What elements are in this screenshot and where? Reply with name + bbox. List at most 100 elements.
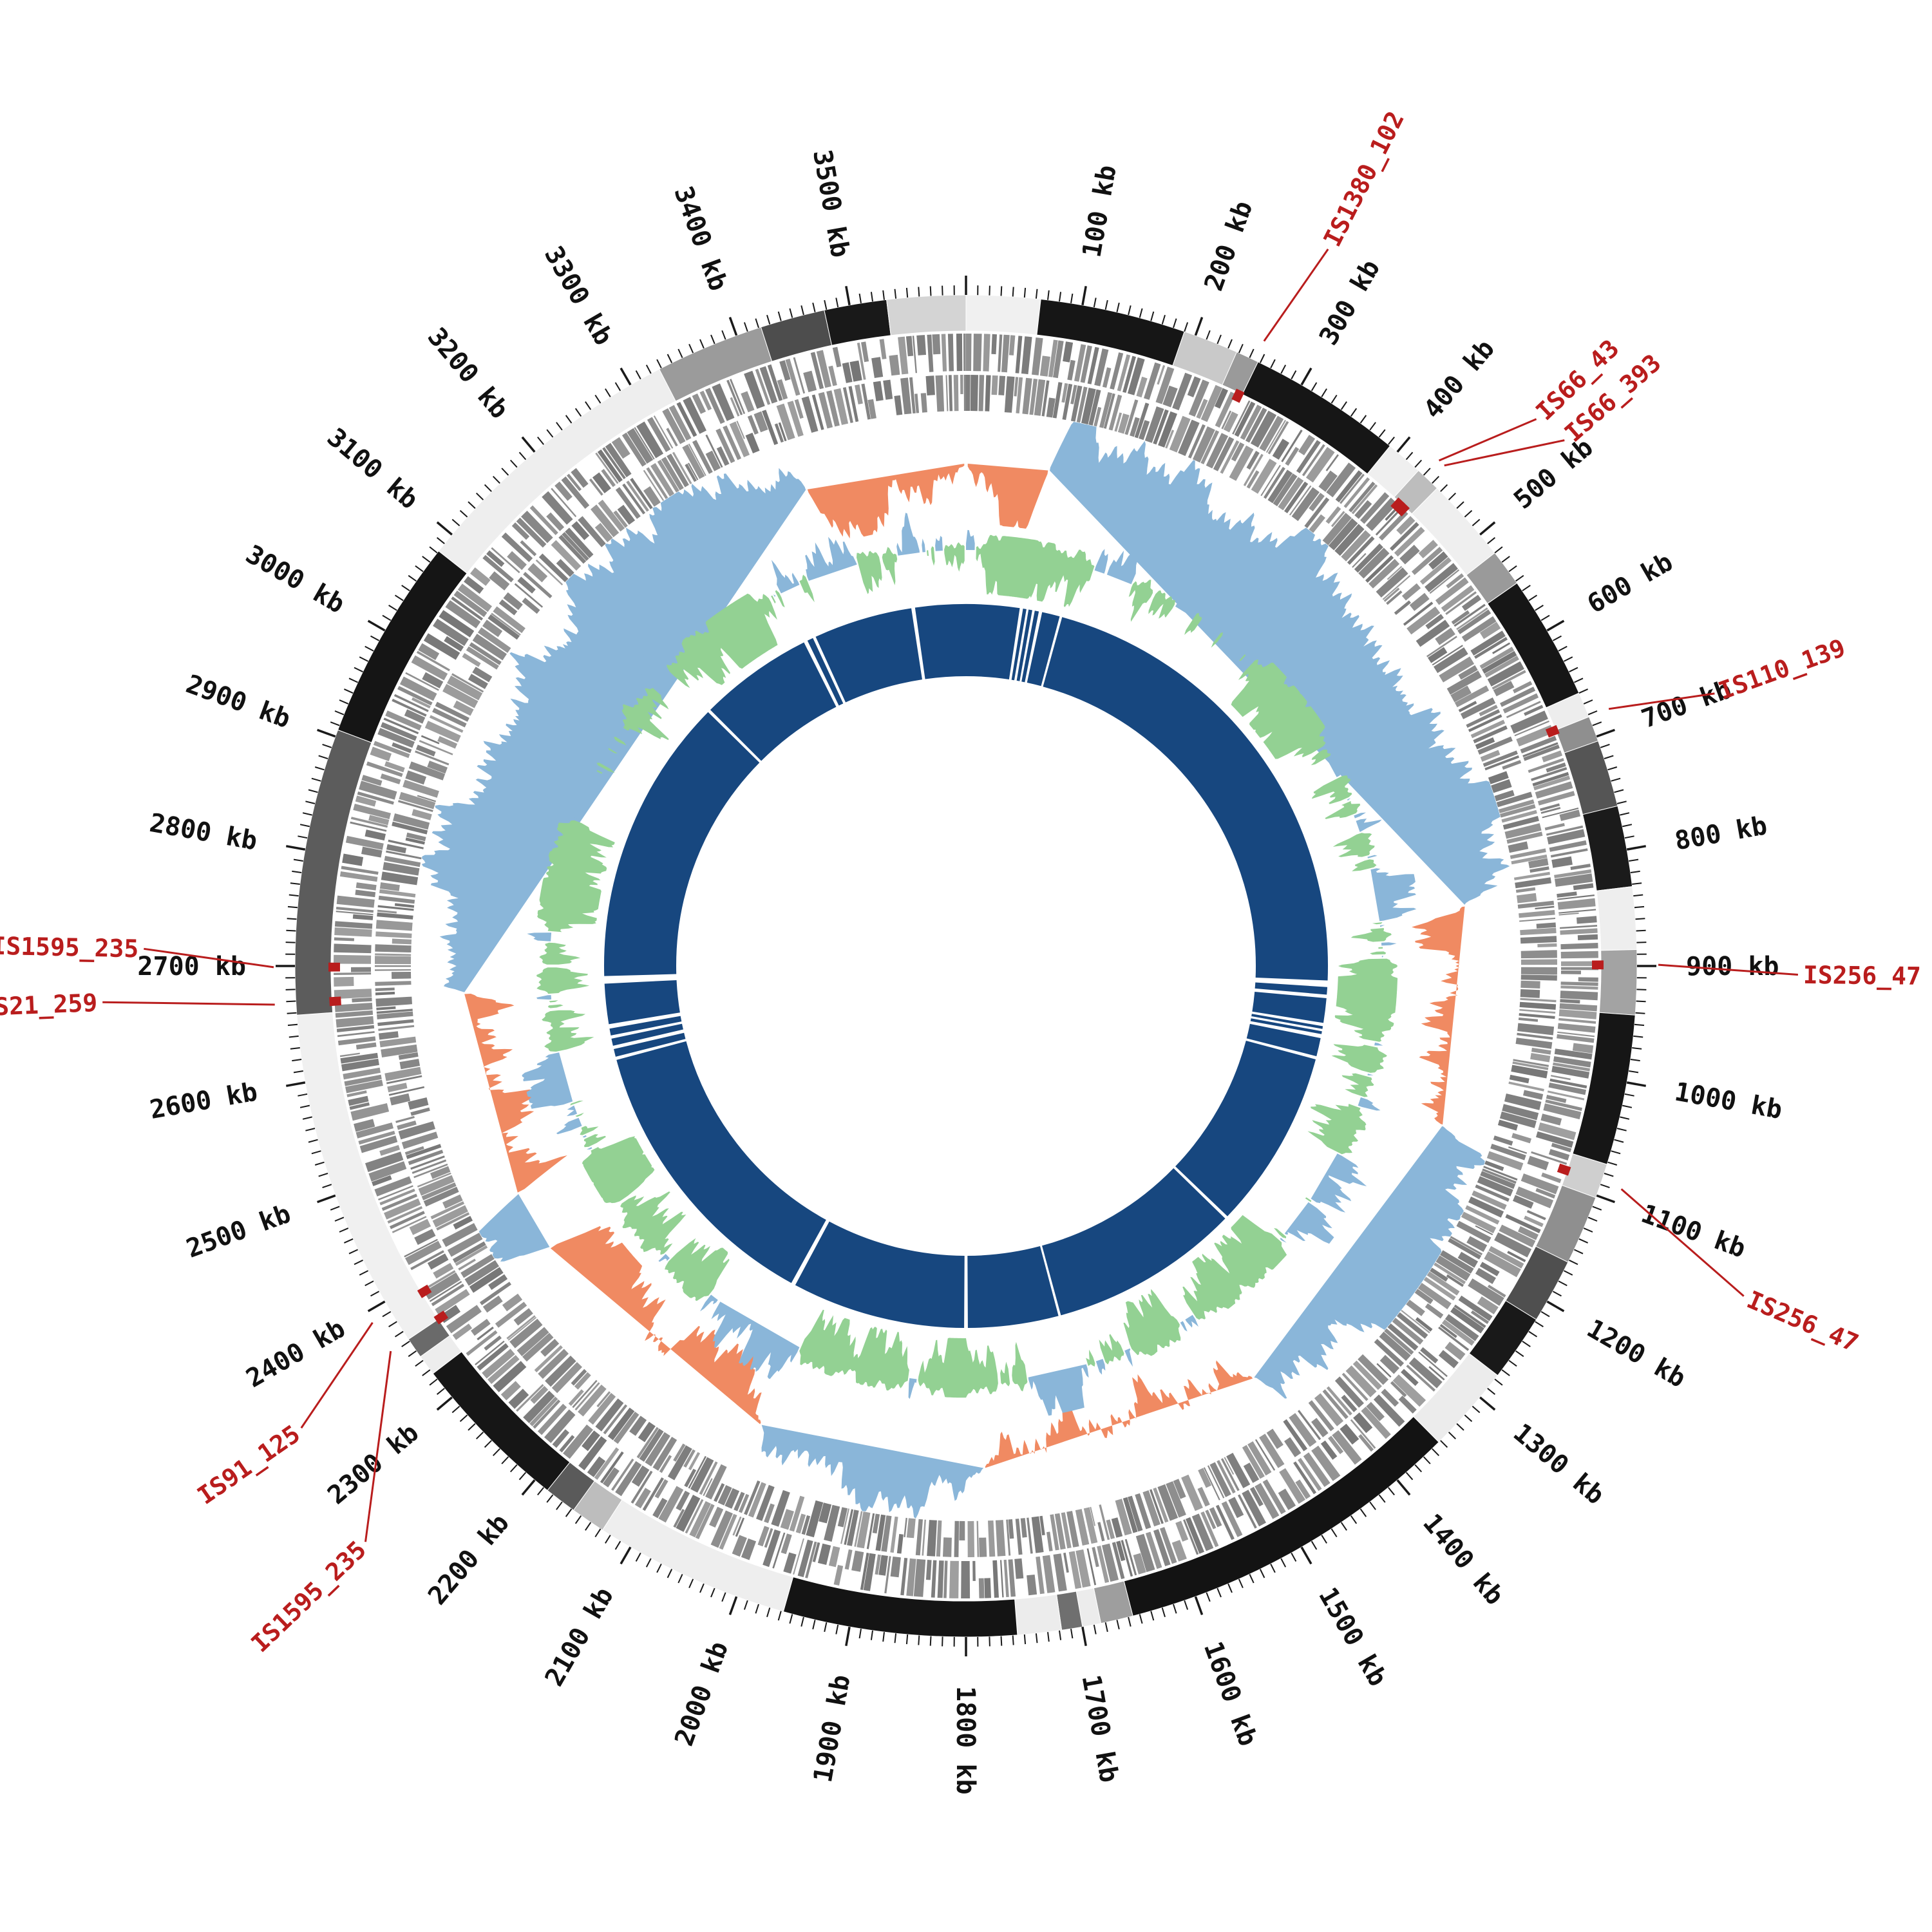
- gc-content-negative: [580, 1126, 599, 1135]
- gene-block: [1406, 1300, 1425, 1316]
- gene-block: [1318, 470, 1338, 492]
- gene-block: [1523, 744, 1560, 761]
- gene-block: [1468, 1197, 1504, 1218]
- gc-content-positive: [587, 1147, 592, 1150]
- gene-block: [1491, 779, 1512, 793]
- gene-block: [1414, 1289, 1434, 1305]
- gc-content-positive: [602, 739, 616, 748]
- gene-block: [427, 1253, 449, 1270]
- gene-block: [1557, 1031, 1595, 1037]
- gene-block: [379, 1031, 399, 1040]
- gc-content-positive: [572, 817, 578, 820]
- gene-block: [1409, 592, 1430, 611]
- gc-content-positive: [1381, 942, 1397, 946]
- gene-block: [1492, 670, 1526, 690]
- gene-block: [544, 1409, 576, 1443]
- gene-block: [508, 1388, 529, 1409]
- gene-block: [398, 800, 433, 812]
- gene-block: [927, 1520, 937, 1557]
- gene-block: [1351, 484, 1378, 515]
- gene-block: [334, 976, 354, 987]
- gene-block: [1027, 1517, 1033, 1554]
- gene-block: [423, 633, 460, 660]
- gene-block: [607, 1407, 635, 1441]
- is-annotation-label: IS1380_102: [1318, 107, 1410, 251]
- gene-block: [344, 1074, 382, 1086]
- gene-block: [1166, 1481, 1186, 1518]
- gene-block: [658, 1486, 684, 1523]
- tick-label: 300 kb: [1314, 255, 1386, 350]
- gene-block: [1530, 1053, 1551, 1063]
- gene-block: [1215, 392, 1236, 428]
- gene-block: [372, 1175, 392, 1186]
- gene-block: [410, 1250, 444, 1271]
- gene-block: [1309, 514, 1325, 533]
- gc-content-negative: [931, 546, 935, 566]
- gene-block: [872, 1513, 880, 1534]
- gene-block: [368, 815, 390, 826]
- gene-block: [1260, 464, 1281, 497]
- gene-block: [943, 1537, 952, 1557]
- gene-block: [1169, 415, 1191, 453]
- gene-block: [966, 333, 972, 371]
- gene-block: [381, 871, 419, 886]
- gene-block: [914, 393, 920, 413]
- gene-block: [352, 998, 372, 1003]
- gene-block: [1513, 1059, 1549, 1067]
- gene-block: [615, 487, 641, 519]
- gc-skew-positive: [761, 1425, 984, 1519]
- gc-content-positive: [1327, 752, 1355, 777]
- gc-content-negative: [771, 595, 776, 604]
- gene-block: [386, 850, 422, 860]
- gene-block: [1052, 382, 1063, 419]
- gene-block: [375, 956, 412, 965]
- gene-block: [563, 1425, 593, 1459]
- gene-block: [916, 335, 926, 355]
- gene-block: [404, 709, 426, 724]
- gene-block: [1487, 661, 1524, 687]
- gene-block: [340, 1052, 379, 1064]
- gene-block: [472, 667, 493, 683]
- gene-block: [1128, 1495, 1143, 1532]
- gene-block: [1515, 1186, 1554, 1209]
- gene-block: [1504, 1094, 1542, 1110]
- gene-block: [1547, 1090, 1585, 1101]
- gene-block: [1418, 540, 1438, 558]
- gene-block: [486, 550, 505, 567]
- gene-block: [1205, 1510, 1217, 1530]
- gene-block: [1505, 1214, 1541, 1233]
- gene-block: [1513, 681, 1533, 694]
- gene-block: [374, 965, 411, 967]
- gene-block: [1112, 1542, 1125, 1579]
- gene-block: [1524, 1215, 1544, 1227]
- gene-block: [844, 1509, 854, 1545]
- gene-block: [1468, 1278, 1504, 1306]
- gene-block: [395, 1115, 415, 1123]
- gene-block: [1522, 742, 1558, 757]
- gene-block: [1247, 1441, 1272, 1476]
- gene-block: [806, 1500, 824, 1538]
- gene-block: [1102, 367, 1112, 388]
- gc-skew-positive: [1050, 422, 1510, 905]
- gc-content-negative: [944, 542, 965, 572]
- gene-block: [779, 360, 791, 381]
- gc-content-negative: [537, 820, 615, 933]
- gene-block: [530, 1386, 549, 1404]
- gene-block: [1439, 1323, 1457, 1338]
- gene-block: [1428, 1366, 1445, 1381]
- gene-block: [397, 686, 433, 706]
- gene-block: [1456, 607, 1488, 630]
- gene-block: [350, 817, 388, 828]
- gene-block: [392, 699, 427, 717]
- gene-block: [1074, 344, 1086, 382]
- gc-content-positive: [600, 716, 624, 737]
- gene-block: [1302, 444, 1325, 477]
- gene-block: [374, 969, 411, 971]
- gene-block: [1379, 1331, 1411, 1361]
- gene-block: [647, 417, 671, 452]
- gene-block: [1441, 1319, 1475, 1346]
- tick-label: 2600 kb: [147, 1077, 260, 1125]
- gene-block: [1493, 681, 1515, 697]
- gene-block: [1470, 630, 1506, 656]
- gene-block: [756, 1484, 775, 1521]
